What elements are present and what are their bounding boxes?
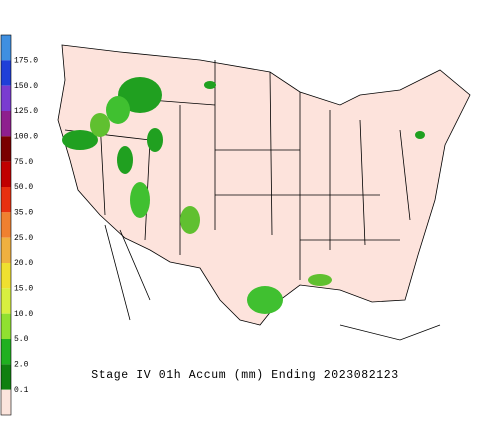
legend-swatch xyxy=(1,313,11,339)
legend: 175.0 150.0 125.0 100.0 75.0 50.0 35.0 25.0 20.0… xyxy=(0,34,38,416)
legend-swatch xyxy=(1,263,11,289)
legend-label: 0.1 xyxy=(14,386,29,395)
legend-label: 100.0 xyxy=(14,132,38,141)
legend-label: 75.0 xyxy=(14,158,33,167)
legend-swatch xyxy=(1,60,11,86)
legend-swatch xyxy=(1,364,11,390)
legend-swatch xyxy=(1,237,11,263)
legend-swatch xyxy=(1,85,11,111)
legend-swatch xyxy=(1,389,11,415)
legend-swatch xyxy=(1,339,11,365)
legend-label: 10.0 xyxy=(14,310,33,319)
legend-swatch xyxy=(1,136,11,162)
legend-frame xyxy=(0,34,12,416)
legend-label: 2.0 xyxy=(14,360,29,369)
legend-swatch xyxy=(1,288,11,314)
legend-swatch xyxy=(1,111,11,137)
legend-label: 150.0 xyxy=(14,82,38,91)
legend-label: 50.0 xyxy=(14,183,33,192)
legend-swatch xyxy=(1,187,11,213)
legend-label: 25.0 xyxy=(14,234,33,243)
precip-areas xyxy=(62,77,425,314)
legend-label: 15.0 xyxy=(14,284,33,293)
legend-label: 125.0 xyxy=(14,107,38,116)
conus-land xyxy=(58,45,470,325)
legend-label: 5.0 xyxy=(14,335,29,344)
map-title: Stage IV 01h Accum (mm) Ending 202308212… xyxy=(91,369,399,382)
legend-swatch xyxy=(1,35,11,61)
legend-swatch xyxy=(1,212,11,238)
legend-label: 20.0 xyxy=(14,259,33,268)
legend-label: 175.0 xyxy=(14,56,38,65)
legend-label: 35.0 xyxy=(14,208,33,217)
legend-swatch xyxy=(1,161,11,187)
